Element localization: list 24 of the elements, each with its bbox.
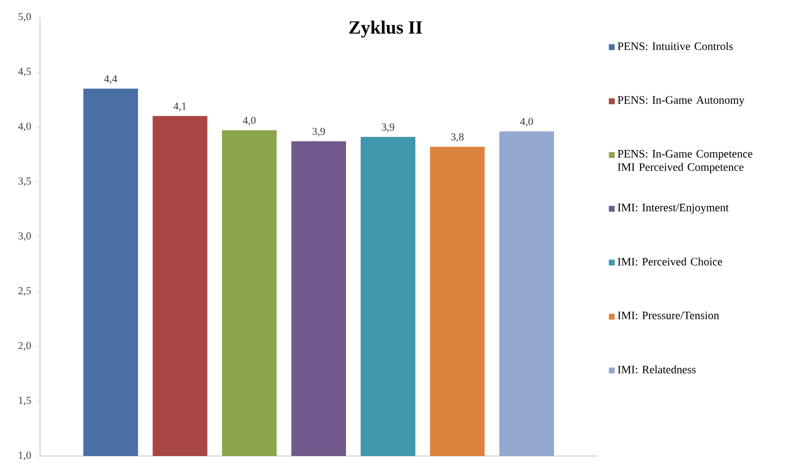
- y-tick-label: 3,0: [18, 232, 31, 242]
- legend-label: PENS: In-Game Competence IMI Perceived Competence: [618, 150, 752, 174]
- legend-label: IMI: Interest/Enjoyment: [618, 204, 729, 214]
- data-label: 4,1: [174, 102, 186, 112]
- legend-label: PENS: Intuitive Controls: [618, 42, 733, 50]
- data-label: 3,9: [382, 123, 394, 132]
- y-tick-label: 2,0: [18, 342, 31, 351]
- y-tick-label: 2,5: [18, 287, 31, 296]
- legend-label: IMI: Pressure/Tension: [618, 312, 720, 320]
- chart-title: Zyklus II: [349, 20, 422, 38]
- data-label: 3,9: [312, 128, 325, 137]
- y-tick-label: 4,5: [18, 68, 31, 76]
- y-tick-label: 5,0: [18, 12, 31, 22]
- y-tick-label: 1,0: [18, 452, 31, 460]
- legend-label: PENS: In-Game Autonomy: [618, 96, 744, 106]
- data-label: 4,0: [520, 118, 533, 127]
- data-label: 4,4: [104, 75, 118, 84]
- y-tick-label: 1,5: [18, 396, 31, 406]
- y-tick-label: 4,0: [18, 122, 31, 132]
- y-tick-label: 3,5: [18, 177, 31, 186]
- data-label: 3,8: [451, 133, 464, 142]
- legend-label: IMI: Relatedness: [618, 365, 696, 374]
- data-label: 4,0: [242, 116, 256, 126]
- legend-label: IMI: Perceived Choice: [618, 258, 722, 266]
